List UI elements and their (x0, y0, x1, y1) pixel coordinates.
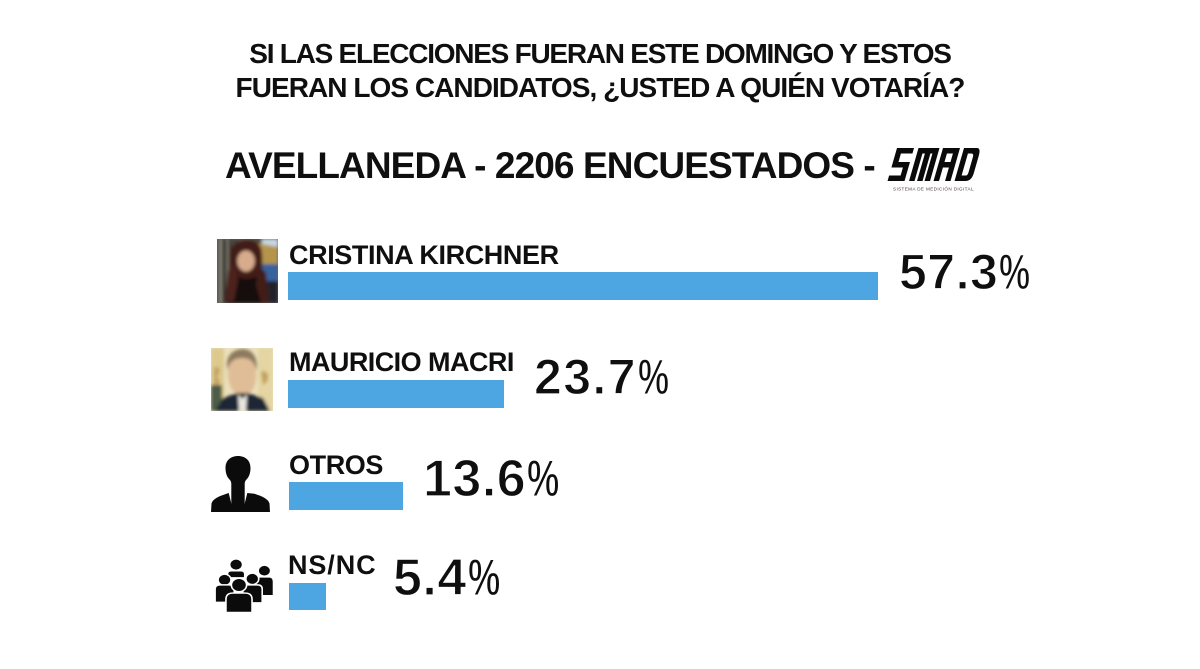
svg-text:SISTEMA DE MEDICIÓN DIGITAL: SISTEMA DE MEDICIÓN DIGITAL (893, 186, 974, 192)
